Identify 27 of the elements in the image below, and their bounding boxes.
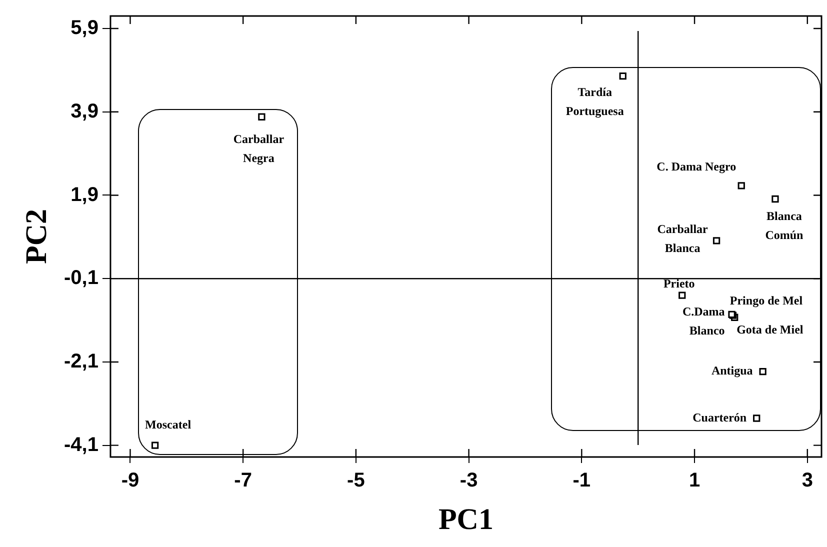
y-tick-label: 3,9 xyxy=(70,100,98,122)
y-axis-title: PC2 xyxy=(20,209,53,264)
x-tick-label: -9 xyxy=(121,470,140,492)
series-label: Carballar Blanca xyxy=(657,222,709,255)
x-tick-label: -1 xyxy=(572,470,591,492)
series-label: Moscatel xyxy=(145,417,192,432)
x-axis-title: PC1 xyxy=(438,502,494,536)
x-tick-label: -3 xyxy=(460,470,478,492)
y-tick-label: -0,1 xyxy=(64,267,98,290)
series-label: Pringo de Mel xyxy=(730,293,804,308)
series-label: Blanca Común xyxy=(765,209,804,242)
series-label: Prieto xyxy=(663,276,695,290)
y-tick-label: -4,1 xyxy=(64,434,98,456)
x-tick-label: 3 xyxy=(802,470,813,492)
series-label: C.Dama Blanco xyxy=(682,304,725,338)
series-label: Cuarterón xyxy=(692,410,747,424)
x-tick-label: 1 xyxy=(688,470,700,492)
x-tick-label: -7 xyxy=(234,470,252,492)
y-tick-label: 5,9 xyxy=(70,17,98,40)
y-tick-label: 1,9 xyxy=(70,184,98,206)
series-label: C. Dama Negro xyxy=(656,160,736,174)
series-label: Tardía Portuguesa xyxy=(566,85,624,118)
series-label: Carballar Negra xyxy=(233,132,285,165)
series-label: Antigua xyxy=(711,364,753,378)
y-tick-label: -2,1 xyxy=(64,350,98,372)
series-label: Gota de Miel xyxy=(736,322,804,336)
x-tick-label: -5 xyxy=(347,470,365,492)
